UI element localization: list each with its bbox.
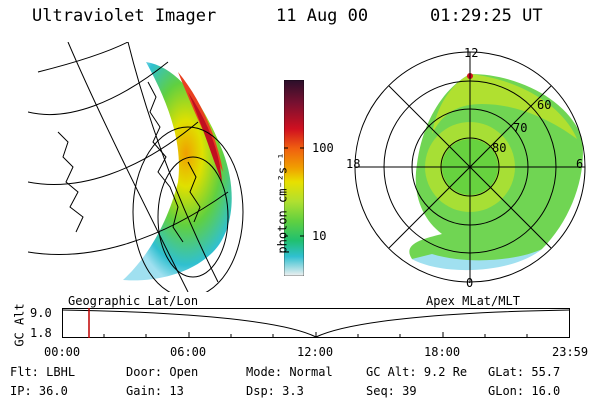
timeline-x-tick-0000: 00:00 <box>44 345 81 359</box>
info-mode: Mode: Normal <box>246 365 333 379</box>
info-gain: Gain: 13 <box>126 384 184 398</box>
color-scale-bar <box>284 80 304 276</box>
timeline-ticks <box>103 332 528 338</box>
info-door: Door: Open <box>126 365 199 379</box>
colorbar-tick-100: 100 <box>312 141 334 155</box>
timeline-x-tick-0600: 06:00 <box>170 345 207 359</box>
colorbar-unit-label: photon cm⁻²s⁻¹ <box>275 152 290 254</box>
timeline-x-tick-1200: 12:00 <box>297 345 334 359</box>
geographic-projection-image <box>28 42 244 292</box>
coastlines <box>57 81 201 243</box>
polar-mlat-mlt-plot <box>354 51 586 283</box>
info-gc-alt: GC Alt: 9.2 Re <box>366 365 468 379</box>
altitude-timeline[interactable] <box>62 308 570 338</box>
timeline-y-tick-min: 1.8 <box>30 326 52 340</box>
colorbar-tick-10: 10 <box>312 229 327 243</box>
mlat-label-60: 60 <box>537 98 552 112</box>
info-glon: GLon: 16.0 <box>488 384 561 398</box>
timeline-x-tick-1800: 18:00 <box>424 345 461 359</box>
mlt-label-6: 6 <box>576 157 584 171</box>
image-date: 11 Aug 00 <box>276 6 369 26</box>
info-seq: Seq: 39 <box>366 384 417 398</box>
mlat-label-70: 70 <box>513 121 528 135</box>
timeline-x-tick-2359: 23:59 <box>552 345 589 359</box>
mlt-label-12: 12 <box>464 46 479 60</box>
info-ip: IP: 36.0 <box>10 384 68 398</box>
aurora-emission <box>123 62 232 281</box>
polar-grid <box>354 51 586 283</box>
info-glat: GLat: 55.7 <box>488 365 561 379</box>
lat-lon-grid <box>28 42 244 292</box>
aurora-oval <box>409 73 583 271</box>
instrument-title: Ultraviolet Imager <box>32 6 217 26</box>
apex-projection-label: Apex MLat/MLT <box>426 294 520 308</box>
image-time: 01:29:25 UT <box>430 6 543 26</box>
info-dsp: Dsp: 3.3 <box>246 384 304 398</box>
mlt-label-0: 0 <box>466 276 474 290</box>
mlat-label-80: 80 <box>492 141 507 155</box>
geographic-projection-label: Geographic Lat/Lon <box>68 294 199 308</box>
timeline-y-tick-max: 9.0 <box>30 306 52 320</box>
mlt-label-18: 18 <box>346 157 361 171</box>
timeline-axis-title: GC Alt <box>12 303 27 347</box>
info-flt: Flt: LBHL <box>10 365 76 379</box>
